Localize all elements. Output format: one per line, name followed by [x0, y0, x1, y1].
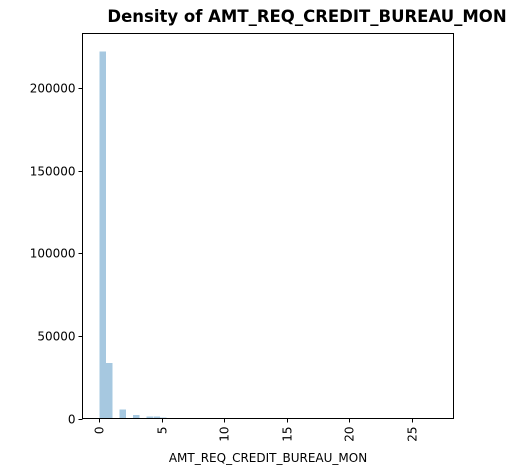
- histogram-bar: [133, 415, 140, 419]
- x-tick-label: 0: [93, 427, 107, 435]
- y-tick-label: 50000: [37, 330, 75, 344]
- chart-title: Density of AMT_REQ_CREDIT_BUREAU_MON: [107, 7, 506, 26]
- y-tick-label: 200000: [30, 82, 76, 96]
- x-tick-label: 10: [218, 427, 232, 442]
- histogram-bar: [99, 51, 106, 419]
- plot-frame: [82, 33, 454, 419]
- histogram-bar: [106, 362, 113, 419]
- y-tick-label: 150000: [30, 165, 76, 179]
- x-tick-label: 5: [156, 427, 170, 435]
- histogram-bar: [153, 416, 160, 419]
- x-tick-label: 15: [281, 427, 295, 442]
- y-tick-label: 100000: [30, 247, 76, 261]
- y-tick-label: 0: [68, 413, 76, 427]
- y-axis: 0 50000 100000 150000 200000: [30, 82, 83, 427]
- x-tick-label: 20: [343, 427, 357, 442]
- histogram-bar: [119, 409, 127, 419]
- histogram-bars: [99, 51, 437, 419]
- x-axis-label: AMT_REQ_CREDIT_BUREAU_MON: [169, 451, 367, 465]
- x-axis: 0 5 10 15 20 25: [93, 418, 420, 442]
- x-tick-label: 25: [406, 427, 420, 442]
- histogram-bar: [146, 416, 154, 419]
